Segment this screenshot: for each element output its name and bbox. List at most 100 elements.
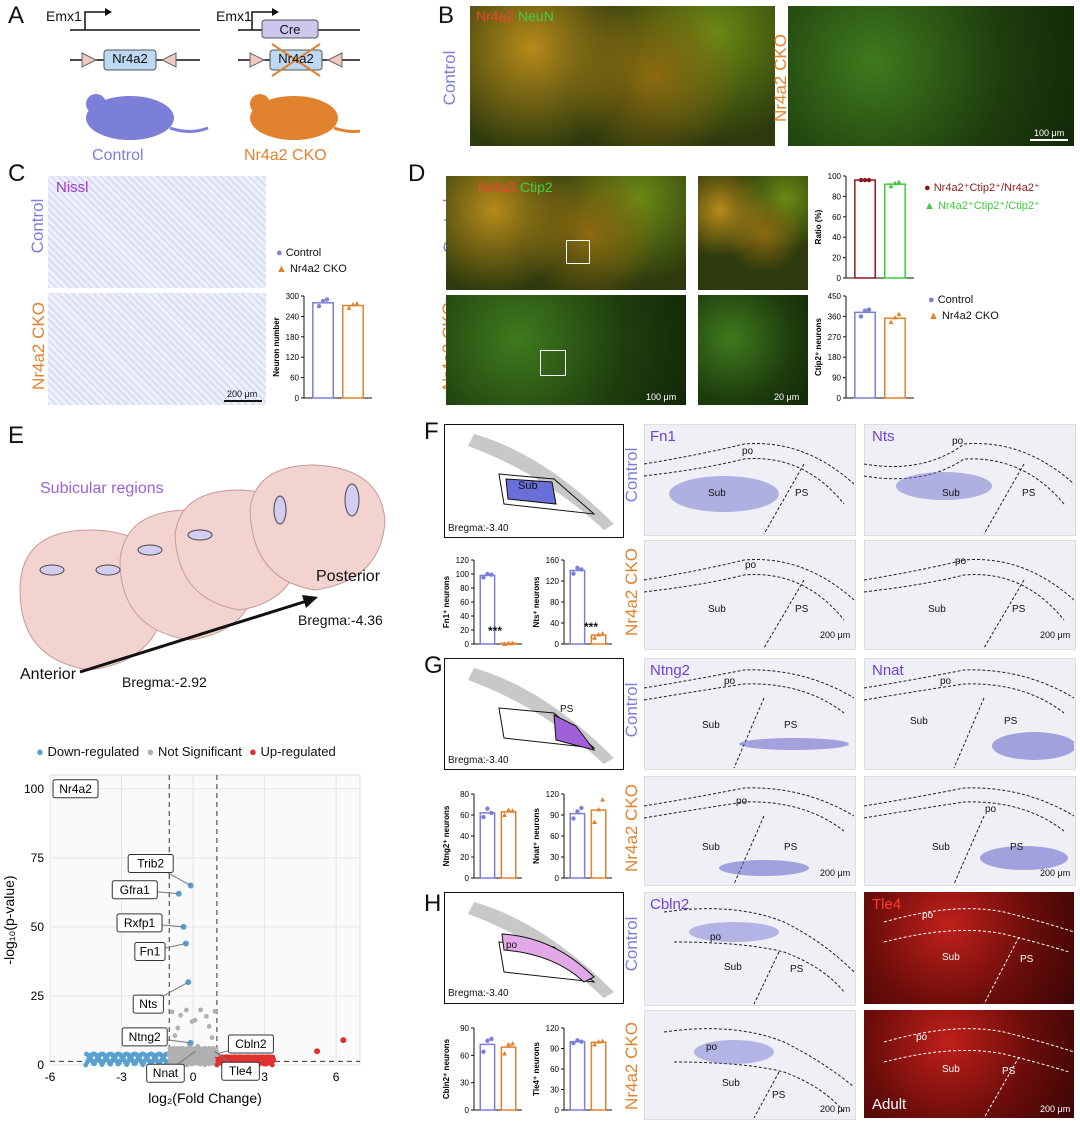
y-tick-label: 100 — [456, 570, 470, 579]
data-point — [896, 179, 902, 185]
data-point — [592, 1041, 598, 1047]
y-tick-label: 120 — [546, 577, 560, 586]
label-box — [121, 1027, 168, 1047]
data-point — [481, 575, 486, 580]
b-scale-bar — [1030, 139, 1068, 141]
y-tick-label: 80 — [832, 192, 841, 201]
h-ps-3: PS — [772, 1090, 786, 1101]
g-ps-2: PS — [1004, 716, 1018, 727]
e-brain-sections — [19, 464, 386, 674]
gene-point — [203, 1013, 209, 1019]
label-box — [134, 941, 166, 961]
y-tick-label: 180 — [828, 353, 842, 362]
gene-point — [206, 1024, 212, 1029]
y-tick-label: 0 — [465, 874, 470, 883]
x-tick-label: 6 — [333, 1070, 340, 1084]
labeled-gene-point — [187, 1039, 194, 1046]
b-scale-text: 100 μm — [1034, 128, 1065, 138]
y-tick-label: 0 — [555, 640, 560, 649]
y-tick-label: 80 — [460, 790, 469, 799]
y-tick-label: 60 — [460, 811, 469, 820]
y-tick-label: 20 — [832, 254, 841, 263]
gene-point — [212, 1008, 218, 1014]
gene-label: Nr4a2 — [59, 782, 92, 796]
gene-label: Tle4 — [229, 1064, 253, 1078]
gene-label: Fn1 — [140, 944, 161, 958]
y-tick-label: 360 — [828, 312, 842, 321]
data-point — [320, 298, 326, 304]
y-tick-label: 0 — [37, 1058, 44, 1072]
data-point — [350, 302, 356, 307]
h-gene2: Tle4 — [872, 896, 902, 913]
data-point — [596, 806, 602, 812]
data-point — [600, 1038, 606, 1043]
y-tick-label: 0 — [837, 274, 842, 283]
f-scale-1: 200 μm — [820, 630, 851, 640]
data-point — [324, 297, 330, 302]
gene-point — [269, 1062, 275, 1068]
panel-letter-d: D — [408, 160, 426, 187]
h-po-1: po — [710, 932, 722, 943]
x-tick-label: 0 — [190, 1070, 197, 1084]
data-point — [316, 304, 322, 309]
bar — [342, 304, 364, 399]
data-point — [575, 809, 580, 814]
y-tick-label: 450 — [828, 292, 842, 301]
y-tick-label: 60 — [832, 213, 841, 222]
y-tick-label: 40 — [550, 619, 559, 628]
gene-point — [172, 1033, 178, 1039]
bar — [569, 569, 586, 645]
y-tick-label: 120 — [456, 556, 470, 565]
data-point — [596, 1039, 602, 1044]
data-point — [481, 1049, 486, 1054]
y-axis-label: Nts⁺ neurons — [532, 576, 541, 627]
gene-point — [198, 1007, 204, 1013]
y-tick-label: 60 — [460, 598, 469, 607]
h-gene1: Cbln2 — [650, 896, 690, 913]
y-tick-label: 25 — [31, 989, 45, 1003]
data-point — [862, 177, 868, 183]
f-gene1: Fn1 — [650, 428, 676, 445]
d-count-legend: ● Control ▲ Nr4a2 CKO — [928, 294, 999, 322]
x-tick-label: -6 — [45, 1070, 56, 1084]
data-point — [571, 1040, 576, 1046]
data-point — [346, 305, 352, 310]
data-point — [888, 319, 894, 325]
data-point — [892, 180, 898, 186]
y-tick-label: 40 — [832, 233, 841, 242]
f-sub-3: Sub — [708, 604, 726, 615]
y-tick-label: 90 — [550, 811, 559, 820]
f-sub-2: Sub — [942, 488, 960, 499]
g-atlas — [444, 658, 624, 770]
g-sub-4: Sub — [932, 842, 950, 853]
c-cko-label: Nr4a2 CKO — [29, 302, 48, 390]
gene-label: Nts — [139, 997, 157, 1011]
y-tick-label: 160 — [546, 556, 560, 565]
h-cbln2-cko — [644, 1010, 856, 1120]
label-cko: Nr4a2 CKO — [244, 147, 327, 164]
labeled-gene-point — [187, 882, 194, 889]
c-scale-text: 200 μm — [227, 389, 258, 399]
d-scale-text-2: 20 μm — [774, 392, 800, 402]
gene-point — [202, 1062, 208, 1068]
data-point — [862, 308, 868, 313]
y-axis-label: Ctip2⁺ neurons — [814, 317, 823, 376]
label-box — [116, 913, 163, 933]
g-gene2: Nnat — [872, 662, 904, 679]
y-tick-label: 0 — [465, 1106, 470, 1115]
h-adult-label: Adult — [872, 1096, 907, 1113]
g-ps-4: PS — [1010, 842, 1024, 853]
gene-point — [183, 1007, 189, 1013]
data-point — [579, 805, 584, 811]
data-point — [592, 635, 598, 640]
y-axis-label: Cbln2⁺ neurons — [442, 1038, 451, 1099]
y-tick-label: 40 — [460, 832, 469, 841]
data-point — [510, 808, 516, 813]
data-point — [596, 632, 602, 637]
y-tick-label: 0 — [555, 1106, 560, 1115]
data-point — [510, 1040, 516, 1046]
c-legend: ● Control ▲ Nr4a2 CKO — [276, 247, 347, 275]
d-cko-inset-box — [540, 350, 566, 376]
d-ratio-legend: ● Nr4a2⁺Ctip2⁺/Nr4a2⁺ ▲ Nr4a2⁺Ctip2⁺/Cti… — [924, 182, 1040, 212]
g-po-2: po — [940, 676, 952, 687]
